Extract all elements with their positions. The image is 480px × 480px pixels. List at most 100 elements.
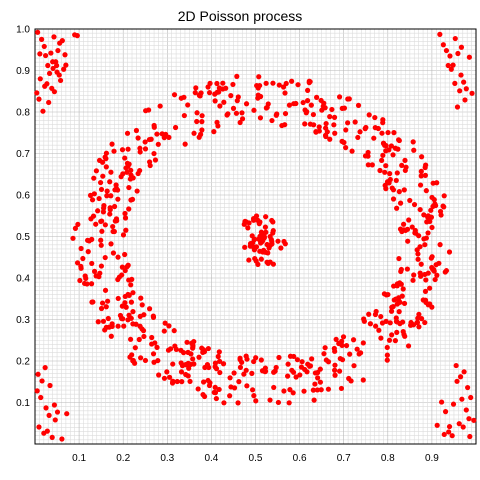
data-point: [112, 218, 118, 224]
data-point: [431, 268, 437, 274]
data-point: [38, 394, 44, 401]
data-point: [77, 277, 83, 284]
data-point: [378, 335, 384, 341]
data-point: [388, 143, 394, 149]
data-point: [98, 242, 104, 248]
data-point: [367, 321, 374, 327]
data-point: [345, 120, 351, 126]
data-point: [466, 54, 472, 60]
data-point: [333, 336, 339, 342]
data-point: [34, 388, 40, 394]
data-point: [243, 367, 249, 373]
x-tick-label: 0.4: [204, 453, 218, 464]
data-point: [200, 379, 207, 385]
data-point: [146, 136, 153, 143]
data-point: [461, 369, 467, 375]
data-point: [187, 378, 193, 385]
data-point: [263, 214, 269, 220]
data-point: [104, 188, 110, 194]
data-point: [122, 215, 129, 221]
data-point: [347, 351, 353, 357]
data-point: [96, 274, 102, 280]
data-point: [387, 171, 393, 177]
data-point: [237, 357, 243, 363]
data-point: [151, 150, 157, 157]
data-point: [377, 167, 383, 174]
data-point: [52, 417, 58, 423]
data-point: [98, 305, 105, 312]
data-point: [188, 351, 194, 357]
data-point: [125, 262, 131, 268]
data-point: [310, 387, 316, 393]
data-point: [126, 161, 132, 167]
data-point: [397, 299, 403, 305]
data-point: [415, 251, 421, 257]
data-point: [302, 121, 308, 127]
data-point: [383, 186, 389, 192]
data-point: [214, 119, 220, 125]
data-point: [375, 125, 381, 132]
data-points: [34, 29, 477, 442]
data-point: [249, 387, 256, 393]
data-point: [107, 179, 113, 185]
data-point: [46, 99, 52, 106]
data-point: [446, 423, 453, 430]
data-point: [253, 258, 259, 264]
data-point: [171, 328, 177, 334]
data-point: [356, 351, 362, 357]
data-point: [385, 291, 391, 298]
data-point: [100, 173, 106, 179]
data-point: [300, 99, 306, 106]
data-point: [98, 237, 104, 243]
data-point: [275, 399, 282, 406]
data-point: [130, 321, 136, 327]
data-point: [241, 221, 247, 227]
data-point: [111, 148, 117, 154]
data-point: [285, 373, 291, 379]
data-point: [437, 242, 443, 248]
data-point: [434, 422, 440, 428]
data-point: [115, 254, 121, 260]
data-point: [366, 311, 372, 317]
data-point: [108, 333, 114, 339]
data-point: [387, 320, 393, 326]
data-point: [379, 320, 386, 326]
data-point: [270, 228, 276, 234]
data-point: [120, 316, 126, 322]
data-point: [427, 218, 433, 225]
data-point: [416, 324, 422, 330]
data-point: [51, 402, 58, 408]
x-tick-label: 0.7: [337, 453, 351, 464]
data-point: [454, 104, 461, 110]
data-point: [54, 62, 60, 69]
data-point: [104, 193, 110, 199]
data-point: [89, 299, 95, 305]
data-point: [146, 306, 153, 312]
data-point: [178, 347, 184, 353]
data-point: [212, 98, 218, 104]
data-point: [293, 100, 299, 107]
data-point: [407, 197, 413, 204]
data-point: [139, 326, 145, 332]
data-point: [351, 363, 357, 369]
data-point: [469, 90, 475, 96]
data-point: [130, 290, 136, 296]
data-point: [339, 342, 345, 349]
data-point: [115, 323, 121, 329]
data-point: [317, 379, 323, 385]
data-point: [446, 249, 453, 255]
data-point: [216, 89, 222, 95]
data-point: [89, 260, 95, 267]
data-point: [198, 131, 204, 137]
data-point: [147, 162, 153, 169]
data-point: [107, 205, 113, 211]
data-point: [135, 135, 141, 141]
data-point: [423, 188, 429, 194]
data-point: [416, 233, 422, 239]
data-point: [305, 87, 311, 93]
data-point: [408, 322, 414, 328]
data-point: [250, 240, 256, 246]
data-point: [150, 313, 156, 319]
data-point: [89, 197, 96, 203]
